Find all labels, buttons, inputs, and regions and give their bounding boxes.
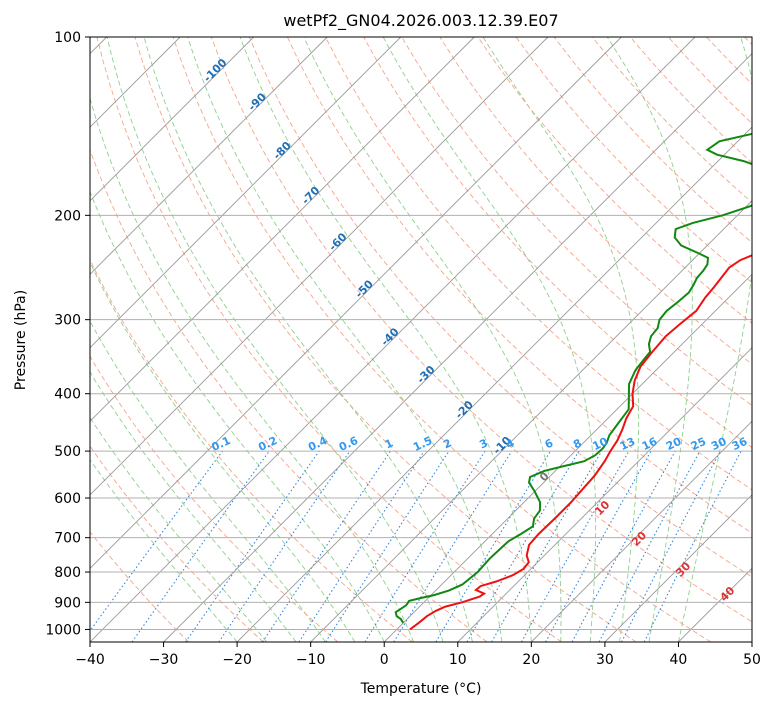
- mixing-ratio-label: 25: [689, 435, 708, 453]
- isotherm: [90, 37, 402, 349]
- dry-adiabat: [477, 37, 752, 324]
- moist-adiabat: [90, 190, 385, 642]
- dry-adiabat: [210, 37, 752, 623]
- y-tick-label: 600: [54, 491, 81, 507]
- mixing-ratio-line: [545, 450, 652, 642]
- moist-adiabat: [90, 458, 238, 642]
- dewpoint-line: [394, 132, 752, 624]
- mixing-ratio-line: [571, 450, 676, 642]
- dry-adiabat: [90, 445, 264, 642]
- moist-adiabat: [606, 37, 693, 642]
- isotherm: [163, 52, 752, 642]
- mixing-ratio-line: [325, 450, 450, 642]
- x-tick-label: 30: [596, 652, 614, 668]
- mixing-ratio-line: [90, 450, 223, 632]
- moist-adiabat: [187, 37, 503, 642]
- isotherm: [90, 37, 622, 570]
- mixing-ratio-label: 20: [664, 435, 684, 453]
- y-tick-label: 800: [54, 565, 81, 581]
- mixing-ratio-line: [131, 450, 270, 642]
- mixing-ratio-line: [643, 450, 742, 642]
- moist-adiabat: [482, 37, 640, 642]
- x-axis-title: Temperature (°C): [360, 681, 482, 697]
- mixing-ratio-labels: 0.1 0.2 0.4 0.6 1 1.5 2 3 4 6 8 10 13 16 20 25 30 36: [209, 434, 749, 454]
- y-tick-label: 300: [54, 313, 81, 329]
- moist-adiabat: [90, 320, 326, 642]
- moist-adiabat: [303, 37, 562, 642]
- moist-adiabat: [90, 416, 267, 642]
- x-tick-label: 50: [743, 652, 761, 668]
- x-tick-label: 10: [449, 652, 467, 668]
- mixing-ratio-line: [218, 450, 351, 642]
- isotherm: [604, 494, 752, 642]
- x-tick-label: −20: [222, 652, 252, 668]
- isotherm: [310, 200, 752, 642]
- mixing-ratio-label: 13: [618, 435, 637, 453]
- x-tick-label: −30: [149, 652, 179, 668]
- isotherm: [90, 37, 549, 496]
- mixing-ratio-line: [185, 450, 320, 642]
- y-tick-label: 500: [54, 444, 81, 460]
- y-tick-label: 400: [54, 387, 81, 403]
- moist-adiabat: [143, 37, 473, 642]
- temperature-line: [409, 254, 752, 631]
- mixing-ratio-label: 36: [730, 435, 750, 453]
- y-axis-title: Pressure (hPa): [13, 290, 29, 390]
- mixing-ratio-label: 10: [590, 435, 610, 453]
- moist-adiabat: [90, 261, 356, 642]
- x-tick-label: 40: [670, 652, 688, 668]
- mixing-ratio-line: [262, 450, 391, 642]
- y-tick-label: 700: [54, 531, 81, 547]
- dry-adiabat: [515, 37, 752, 284]
- x-tick-label: −10: [296, 652, 326, 668]
- isotherm-lines: [90, 37, 752, 642]
- moist-adiabat: [106, 37, 444, 642]
- dry-adiabat: [90, 355, 339, 642]
- moist-adiabats: [90, 37, 752, 642]
- y-tick-label: 1000: [45, 622, 81, 638]
- isotherm: [90, 37, 255, 202]
- plot-frame: [89, 36, 753, 643]
- mixing-ratio-label: 30: [709, 435, 729, 453]
- y-tick-label: 200: [54, 208, 81, 224]
- plot-area: -100-90-80-70-60-50-40-30-20-100 0.1 0.2 0…: [90, 37, 752, 642]
- isotherm: [90, 37, 475, 422]
- dry-adiabat: [90, 531, 190, 642]
- dry-adiabat: [134, 37, 637, 642]
- dry-adiabat: [401, 37, 752, 407]
- moist-adiabat: [382, 37, 597, 642]
- x-tick-label: 20: [522, 652, 540, 668]
- isotherm: [530, 420, 752, 642]
- dry-adiabat: [96, 37, 562, 642]
- isobar-gridlines: [90, 37, 752, 630]
- mixing-ratio-label: 16: [640, 435, 660, 453]
- dry-adiabat: [90, 148, 488, 642]
- mixing-ratio-lines: [90, 450, 742, 642]
- dry-adiabat: [325, 37, 752, 491]
- dry-adiabat: [248, 37, 752, 578]
- x-tick-label: −40: [75, 652, 105, 668]
- isotherm: [90, 37, 696, 642]
- x-tick-label: 0: [380, 652, 389, 668]
- y-tick-label: 900: [54, 595, 81, 611]
- isotherm: [383, 273, 752, 642]
- isotherm: [457, 347, 752, 642]
- y-tick-label: 100: [54, 30, 81, 46]
- mixing-ratio-line: [521, 450, 630, 642]
- y-axis-ticks: 100 200 300 400 500 600 700 800 900 1000: [45, 30, 90, 638]
- isotherm: [90, 37, 328, 275]
- mixing-ratio-line: [298, 450, 425, 642]
- moist-adiabat: [239, 37, 532, 642]
- chart-title: wetPf2_GN04.2026.003.12.39.E07: [283, 11, 558, 31]
- mixing-ratio-line: [393, 450, 513, 642]
- isotherm: [236, 126, 752, 642]
- x-axis-ticks: −40 −30 −20 −10 0 10 20 30 40 50: [75, 642, 761, 668]
